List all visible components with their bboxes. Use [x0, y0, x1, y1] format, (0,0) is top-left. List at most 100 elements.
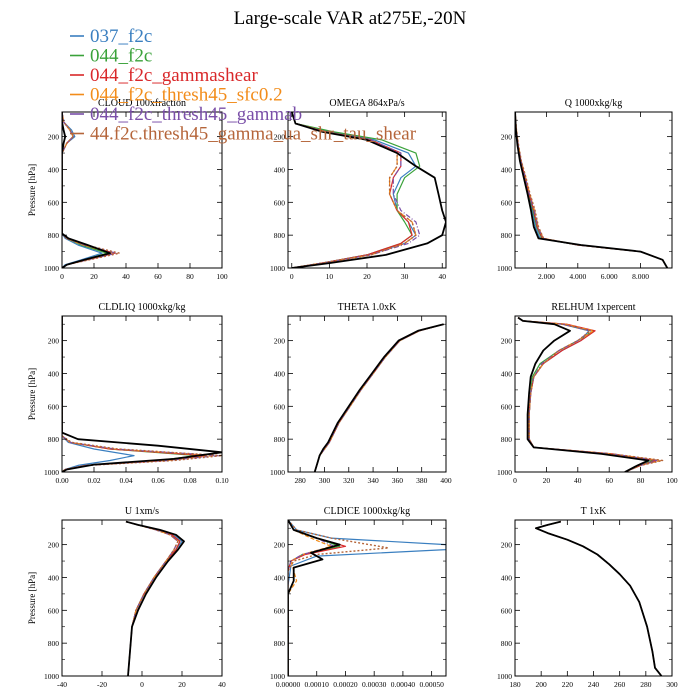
legend-entry-5: 044_f2c_thresh45_gammab	[70, 104, 302, 125]
panel-5: THETA 1.0xK 200 400 600 800 1000 280 300 320 340 3…	[270, 302, 452, 485]
x-tick-label: 240	[588, 680, 600, 689]
series-line-3	[314, 323, 444, 472]
x-tick-label: 30	[401, 272, 409, 281]
series-line-5	[62, 112, 117, 268]
y-tick-label: 600	[501, 402, 513, 411]
y-tick-label: 400	[48, 165, 60, 174]
plot-frame	[61, 111, 223, 269]
series-line-7	[515, 112, 669, 268]
series-line-7	[313, 323, 444, 472]
legend-label: 044_f2c_thresh45_gammab	[90, 104, 302, 125]
y-tick-label: 800	[48, 231, 60, 240]
y-tick-label: 1000	[497, 468, 512, 477]
series-line-7	[288, 520, 341, 676]
x-tick-label: 260	[614, 680, 626, 689]
x-tick-label: 40	[218, 680, 226, 689]
y-axis-label: Pressure [hPa]	[27, 572, 37, 624]
x-tick-label: 280	[640, 680, 652, 689]
plot-frame	[287, 315, 447, 473]
x-tick-label: 180	[509, 680, 521, 689]
y-tick-label: 800	[501, 231, 513, 240]
y-tick-label: 200	[274, 541, 286, 550]
x-tick-label: 0.04	[119, 476, 132, 485]
legend-entry-3: 044_f2c_gammashear	[70, 65, 258, 86]
series-line-4	[125, 521, 179, 676]
y-tick-label: 1000	[497, 672, 512, 681]
series-line-6	[314, 323, 444, 472]
panel-2: OMEGA 864xPa/s 200 400 600 800 1000 0 10 20 30 40	[270, 98, 447, 281]
series-line-1	[517, 317, 654, 472]
x-tick-label: 0.00040	[391, 680, 416, 689]
y-tick-label: 400	[274, 573, 286, 582]
series-line-5	[62, 316, 220, 472]
series-line-2	[125, 521, 181, 676]
y-tick-label: 800	[48, 435, 60, 444]
x-tick-label: 0.02	[87, 476, 100, 485]
x-tick-label: 2.000	[538, 272, 555, 281]
series-line-2	[515, 112, 668, 268]
y-tick-label: 800	[274, 231, 286, 240]
panel-title: T 1xK	[581, 506, 607, 517]
x-tick-label: 4.000	[569, 272, 586, 281]
x-tick-label: 200	[536, 680, 548, 689]
series-line-1	[535, 521, 662, 676]
x-tick-label: 100	[666, 476, 678, 485]
y-tick-label: 1000	[44, 468, 59, 477]
x-tick-label: 0.08	[183, 476, 196, 485]
y-tick-label: 200	[501, 133, 513, 142]
series-line-7	[517, 316, 650, 472]
series-line-3	[517, 317, 657, 472]
series-group	[125, 520, 185, 676]
y-axis-label: Pressure [hPa]	[27, 368, 37, 420]
series-line-2	[314, 323, 444, 472]
y-tick-label: 400	[274, 369, 286, 378]
plot-frame	[514, 519, 673, 677]
x-tick-label: 60	[605, 476, 613, 485]
x-tick-label: 340	[367, 476, 379, 485]
figure-title: Large-scale VAR at275E,-20N	[234, 8, 467, 29]
y-tick-label: 200	[48, 133, 60, 142]
y-tick-label: 400	[48, 369, 60, 378]
panel-7: U 1xm/s 200 400 600 800 1000-40 -20 0 20 40 Pressu…	[27, 506, 226, 689]
y-tick-label: 400	[501, 369, 513, 378]
y-tick-label: 200	[501, 337, 513, 346]
legend-entry-1: 037_f2c	[70, 26, 152, 47]
series-line-5	[314, 323, 444, 472]
series-line-6	[288, 520, 390, 676]
x-tick-label: 20	[178, 680, 186, 689]
y-axis-label: Pressure [hPa]	[27, 164, 37, 216]
series-line-6	[125, 520, 179, 676]
y-tick-label: 1000	[44, 672, 59, 681]
series-line-4	[288, 520, 332, 676]
x-tick-label: 0	[60, 272, 64, 281]
legend-label: 044_f2c_thresh45_sfc0.2	[90, 85, 283, 106]
x-tick-label: 0	[140, 680, 144, 689]
y-tick-label: 800	[48, 639, 60, 648]
series-line-1	[314, 323, 444, 472]
series-line-3	[125, 521, 181, 676]
y-tick-label: 800	[501, 639, 513, 648]
series-line-1	[125, 521, 183, 676]
x-tick-label: 20	[90, 272, 98, 281]
x-tick-label: 10	[326, 272, 334, 281]
series-group	[517, 316, 664, 472]
series-group	[290, 112, 446, 268]
series-line-6	[535, 520, 663, 676]
x-tick-label: 0	[290, 272, 294, 281]
x-tick-label: 0	[513, 476, 517, 485]
series-line-7	[290, 112, 446, 268]
legend: 037_f2c044_f2c044_f2c_gammashear044_f2c_…	[70, 26, 417, 145]
x-tick-label: 8.000	[632, 272, 649, 281]
series-line-4	[515, 112, 668, 268]
x-tick-label: 0.00020	[333, 680, 358, 689]
x-tick-label: 40	[574, 476, 582, 485]
y-tick-label: 1000	[497, 264, 512, 273]
panel-title: THETA 1.0xK	[338, 302, 397, 313]
y-tick-label: 400	[501, 573, 513, 582]
y-tick-label: 400	[501, 165, 513, 174]
series-line-1	[62, 316, 135, 472]
